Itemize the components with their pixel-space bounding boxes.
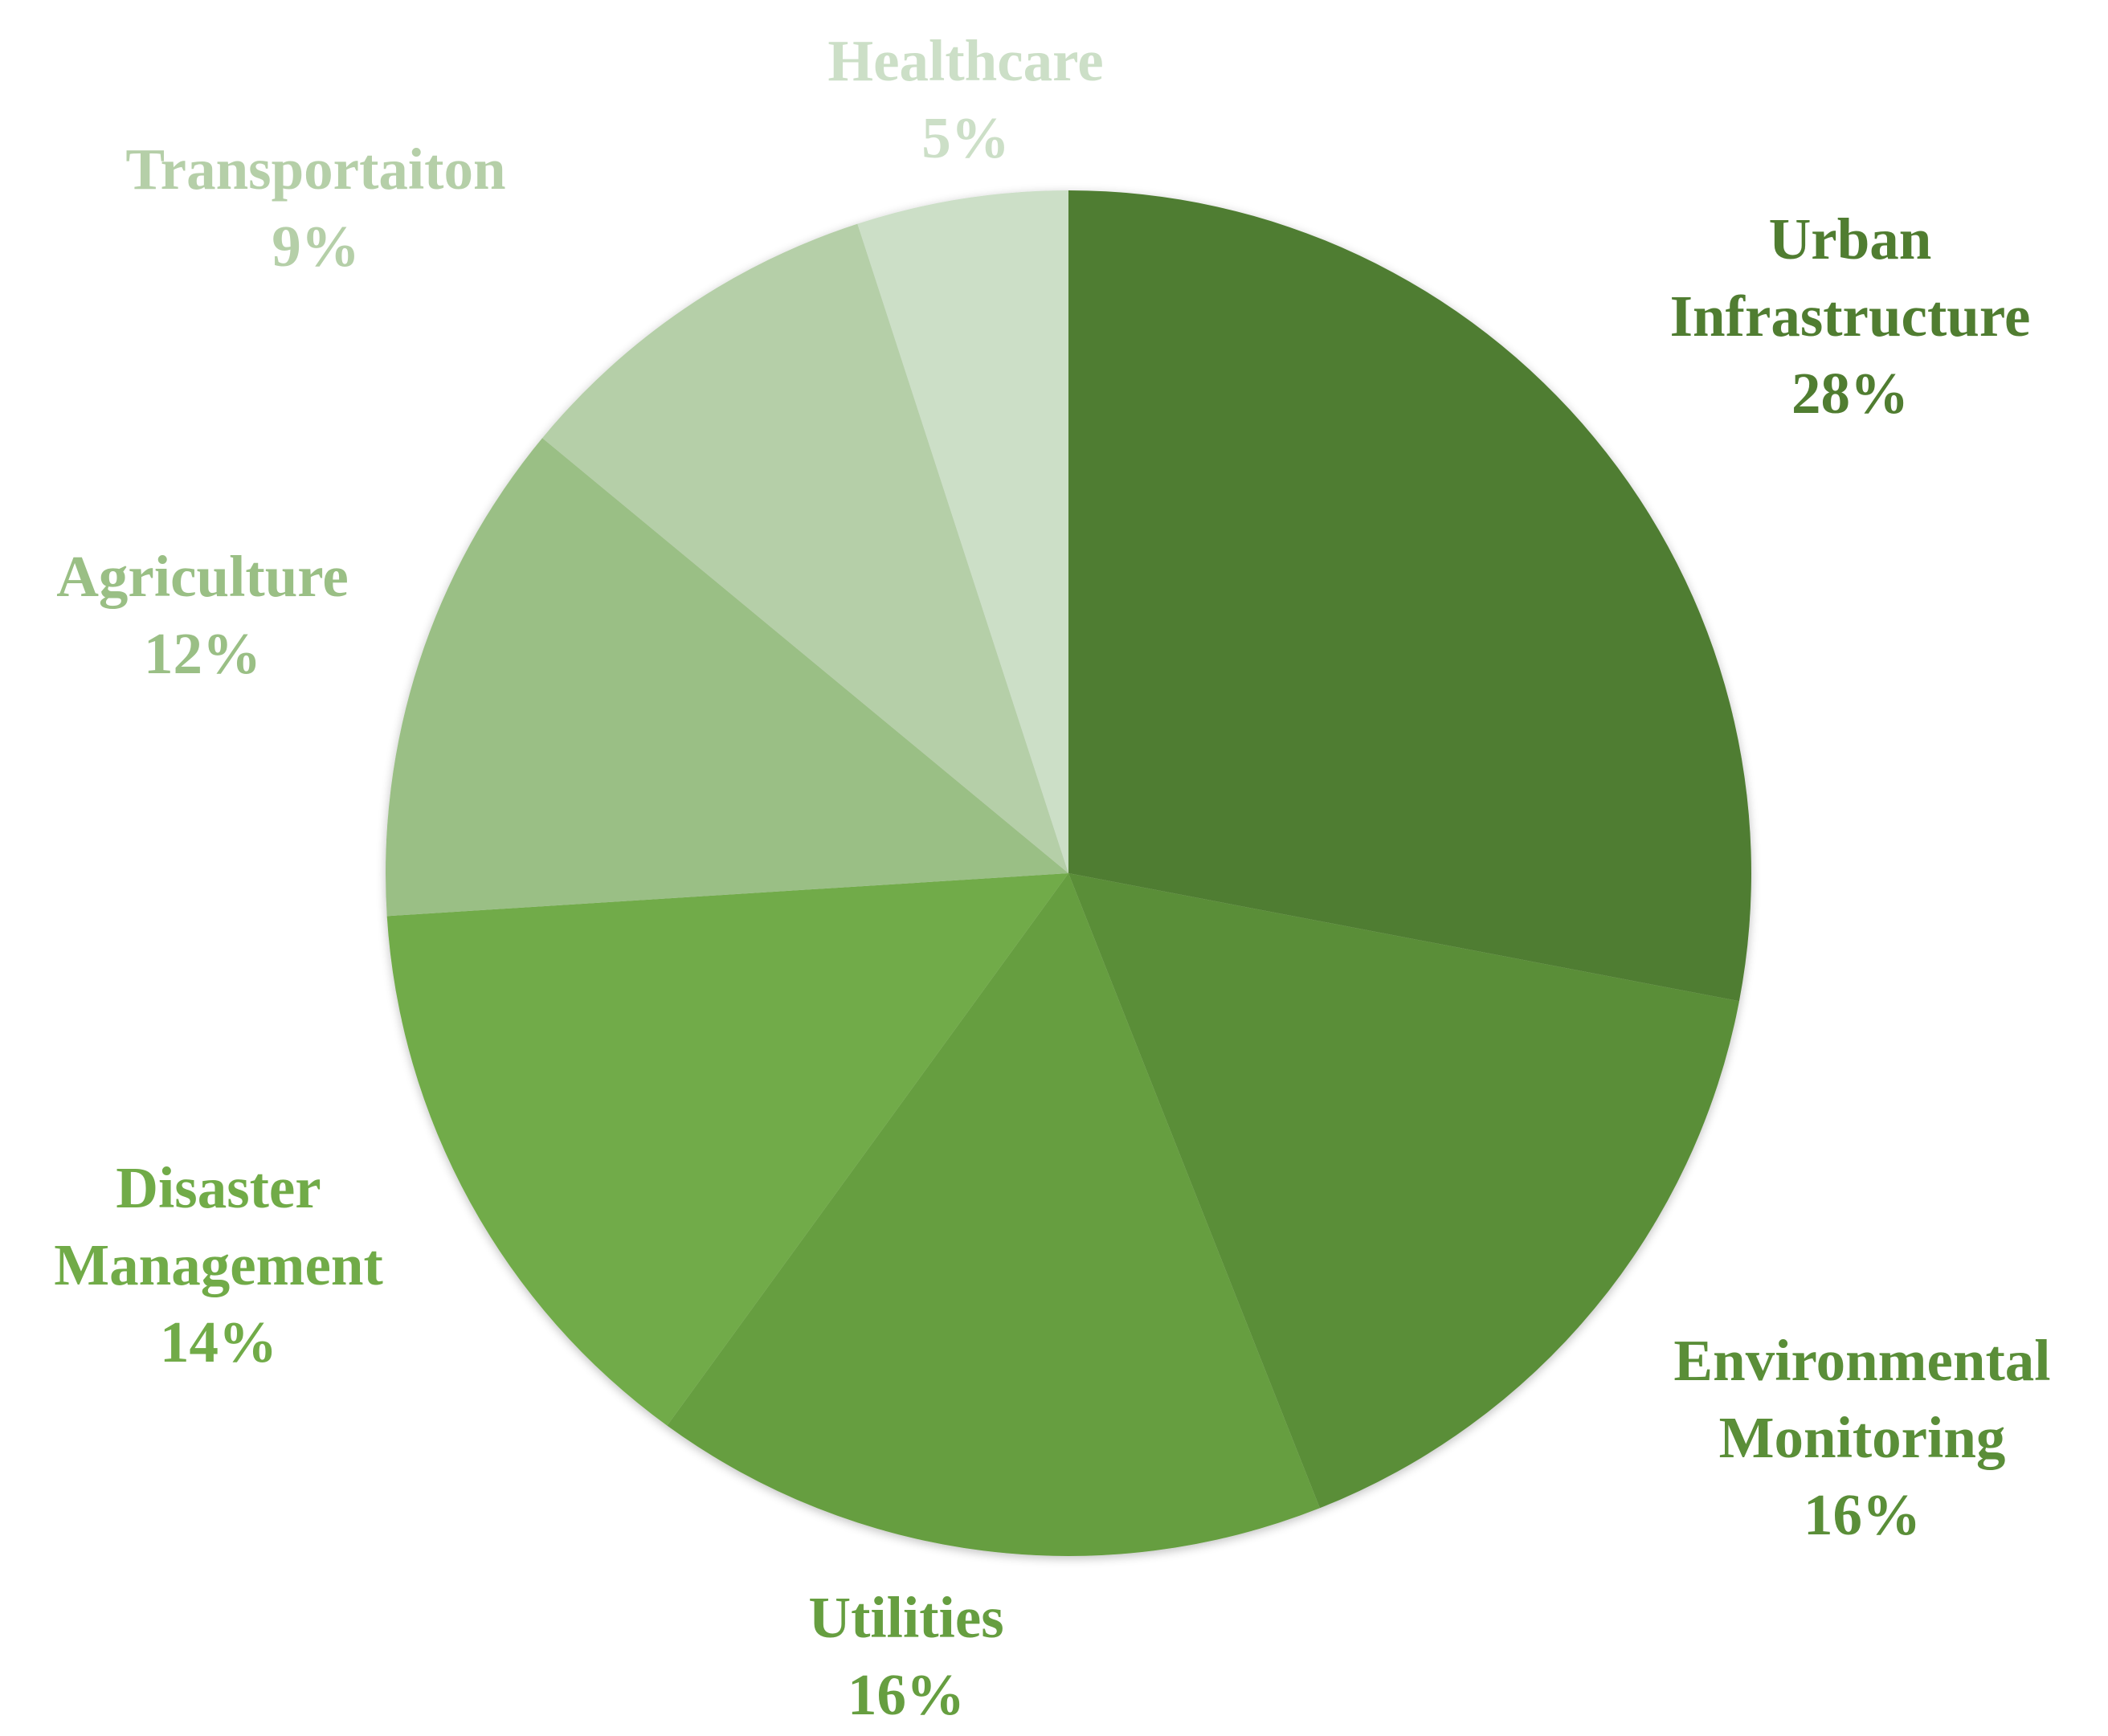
pie-label-text: Environmental bbox=[1673, 1328, 2050, 1393]
pie-label-percent: 9% bbox=[272, 214, 360, 279]
pie-slice-utilities bbox=[667, 873, 1320, 1557]
pie-label-text: Monitoring bbox=[1719, 1405, 2006, 1470]
pie-label-percent: 12% bbox=[144, 621, 261, 686]
pie-slice-environmental-monitoring bbox=[1068, 873, 1739, 1509]
pie-label-healthcare: Healthcare 5% bbox=[827, 28, 1103, 170]
pie-label-percent: 16% bbox=[848, 1662, 965, 1727]
pie-label-text: Infrastructure bbox=[1670, 284, 2031, 349]
pie-slices bbox=[386, 190, 1751, 1557]
pie-label-text: Disaster bbox=[116, 1155, 321, 1220]
pie-slice-transportaiton bbox=[542, 223, 1068, 874]
pie-slice-agriculture bbox=[386, 438, 1068, 917]
pie-label-disaster-management: Disaster Management 14% bbox=[54, 1155, 383, 1375]
pie-label-text: Management bbox=[54, 1232, 383, 1297]
pie-label-agriculture: Agriculture 12% bbox=[56, 544, 349, 686]
pie-label-urban-infrastructure: Urban Infrastructure 28% bbox=[1670, 206, 2031, 426]
pie-label-percent: 16% bbox=[1804, 1482, 1921, 1547]
pie-label-percent: 5% bbox=[921, 105, 1010, 170]
pie-slice-disaster-management bbox=[386, 873, 1068, 1426]
pie-label-transportaiton: Transportaiton 9% bbox=[125, 137, 505, 279]
pie-label-percent: 14% bbox=[160, 1309, 277, 1375]
pie-label-text: Urban bbox=[1769, 206, 1932, 272]
pie-labels: Urban Infrastructure 28% Environmental Monit… bbox=[54, 28, 2050, 1727]
pie-label-percent: 28% bbox=[1791, 361, 1909, 426]
pie-label-text: Agriculture bbox=[56, 544, 349, 609]
pie-label-text: Transportaiton bbox=[125, 137, 505, 202]
pie-label-text: Utilities bbox=[808, 1585, 1003, 1650]
pie-label-text: Healthcare bbox=[827, 28, 1103, 93]
pie-label-environmental-monitoring: Environmental Monitoring 16% bbox=[1673, 1328, 2050, 1547]
pie-label-utilities: Utilities 16% bbox=[808, 1585, 1003, 1727]
pie-slice-urban-infrastructure bbox=[1068, 190, 1751, 1002]
pie-slice-healthcare bbox=[857, 190, 1068, 873]
